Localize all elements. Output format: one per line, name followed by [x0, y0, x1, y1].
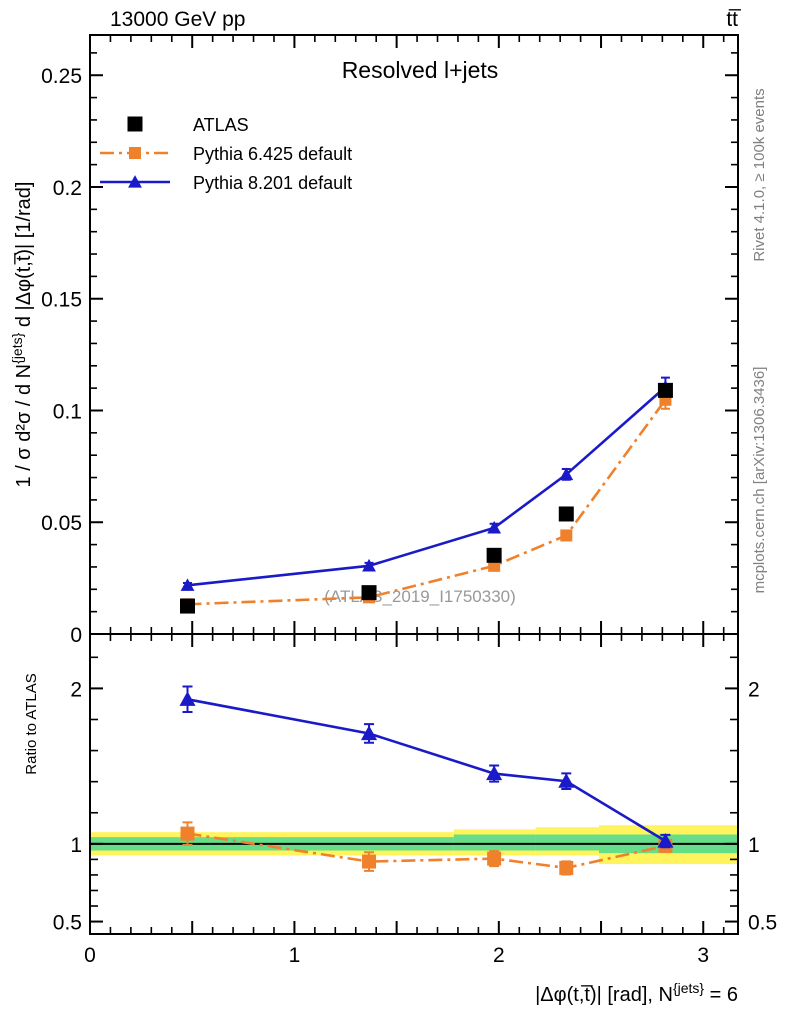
x-tick-label: 2 [493, 944, 505, 967]
data-marker [180, 578, 195, 591]
ratio-series-2 [179, 685, 674, 849]
legend-label: Pythia 8.201 default [193, 173, 352, 193]
header: 13000 GeV pp tt̅ [110, 8, 742, 31]
ratio-series-line [187, 698, 667, 843]
data-marker [488, 559, 501, 572]
ratio-data-marker [360, 725, 378, 741]
ratio-data-series [179, 685, 674, 876]
ratio-x-ticks [89, 634, 725, 934]
ratio-y-tick-label-left: 0.5 [53, 912, 82, 935]
data-marker [558, 506, 574, 522]
data-series-3 [187, 386, 667, 587]
mcplots-source-label: mcplots.cern.ch [arXiv:1306.3436] [751, 367, 768, 594]
panel-title: Resolved l+jets [342, 57, 499, 83]
data-marker [560, 529, 573, 542]
band-inner-3 [535, 834, 599, 851]
legend-marker [128, 175, 142, 188]
x-tick-label: 0 [84, 944, 96, 967]
main-plot-frame [89, 34, 739, 635]
ratio-data-marker [180, 826, 195, 841]
analysis-watermark: (ATLAS_2019_I1750330) [324, 587, 516, 606]
data-marker [487, 520, 502, 534]
side-labels: Rivet 4.1.0, ≥ 100k events mcplots.cern.c… [751, 88, 768, 593]
ratio-plot-frame [89, 633, 739, 935]
legend-entry-3: Pythia 8.201 default [100, 173, 352, 193]
ratio-y-tick-label-right: 2 [748, 678, 760, 701]
series-markers-3 [180, 376, 673, 591]
rivet-version-label: Rivet 4.1.0, ≥ 100k events [751, 88, 768, 261]
ratio-y-axis-title: Ratio to ATLAS [23, 673, 40, 774]
data-marker [361, 585, 377, 601]
data-marker [486, 547, 502, 563]
ratio-y-ticks: 0.5 0.5 1 1 2 2 [53, 656, 777, 935]
ratio-y-tick-label-left: 2 [70, 678, 82, 701]
main-y-tick-label: 0.2 [53, 177, 82, 200]
data-marker [362, 558, 376, 572]
ratio-data-marker [657, 832, 674, 848]
series-line [187, 398, 667, 606]
series-line [187, 386, 667, 587]
ratio-data-marker [486, 765, 503, 781]
data-series-2 [187, 398, 667, 606]
x-tick-label: 3 [697, 944, 709, 967]
main-x-ticks [89, 35, 725, 634]
ratio-data-marker [362, 854, 377, 869]
ratio-data-marker [558, 773, 575, 788]
data-marker [657, 382, 673, 398]
legend-marker [129, 147, 141, 159]
process-label: tt̅ [726, 8, 742, 31]
legend-label: Pythia 6.425 default [193, 144, 352, 164]
main-y-tick-label: 0.25 [41, 65, 82, 88]
series-markers-1 [180, 382, 673, 614]
main-panel: 0 0.05 0.1 0.15 0.2 0.25 1 / σ d²σ / d N{jets}… [9, 34, 739, 647]
x-axis-title-group: |Δφ(t,t̅)| [rad], N{jets} = 6 [535, 980, 738, 1006]
legend-marker [127, 116, 143, 132]
band-inner-2 [453, 834, 536, 851]
main-y-ticks: 0 0.05 0.1 0.15 0.2 0.25 [41, 52, 738, 647]
data-marker [559, 467, 574, 481]
main-y-tick-label: 0.15 [41, 289, 82, 312]
legend-entry-1: ATLAS [127, 115, 249, 135]
legend: ATLAS Pythia 6.425 default Pythia 8.201 de… [100, 115, 352, 193]
ratio-y-tick-label-right: 1 [748, 834, 760, 857]
ratio-y-tick-label-left: 1 [70, 834, 82, 857]
main-y-tick-label: 0.1 [53, 400, 82, 423]
main-data-series [180, 376, 673, 614]
legend-label: ATLAS [193, 115, 249, 135]
ratio-y-tick-label-right: 0.5 [748, 912, 777, 935]
main-y-tick-label: 0.05 [41, 512, 82, 535]
legend-entry-2: Pythia 6.425 default [100, 144, 352, 164]
x-axis-title: |Δφ(t,t̅)| [rad], N{jets} = 6 [535, 980, 738, 1006]
x-tick-label: 1 [289, 944, 301, 967]
ratio-panel: 0.5 0.5 1 1 2 2 0 1 2 3 Ratio to ATLAS [23, 633, 777, 967]
ratio-data-marker [179, 691, 196, 706]
data-marker [180, 598, 196, 614]
main-y-axis-title: 1 / σ d²σ / d N{jets} d |Δφ(t,t̅)| [1/ra… [9, 182, 35, 488]
beam-energy-label: 13000 GeV pp [110, 8, 245, 31]
main-y-tick-label: 0 [70, 624, 82, 647]
ratio-data-marker [487, 851, 502, 866]
ratio-data-marker [559, 860, 574, 875]
